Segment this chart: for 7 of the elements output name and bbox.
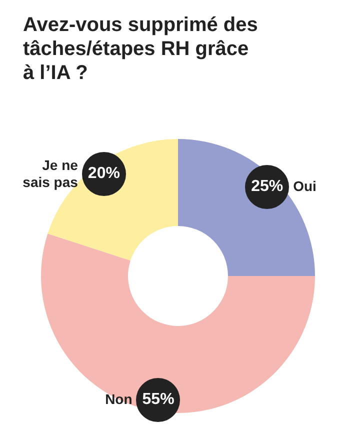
data-label: 20% — [82, 152, 126, 196]
data-label: 55% — [136, 378, 180, 422]
slice-label: Je ne sais pas — [22, 157, 78, 192]
slice-label: Non — [104, 391, 132, 408]
data-label: 25% — [245, 164, 290, 209]
slice-label: Oui — [293, 178, 318, 195]
chart-title: Avez-vous supprimé des tâches/étapes RH grâce à l’IA ? — [23, 14, 264, 84]
